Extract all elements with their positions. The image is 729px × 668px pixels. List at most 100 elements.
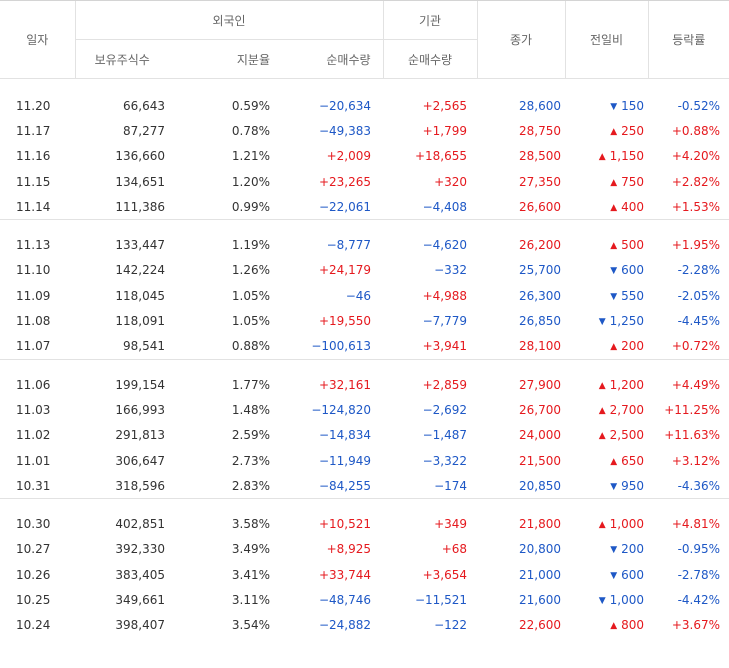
change-value: 500 [621,238,645,253]
cell-holdings: 291,813 [115,428,165,443]
cell-rate: +11.25% [664,402,721,417]
cell-rate: +4.20% [671,149,721,164]
cell-foreign: −48,746 [318,592,372,607]
header-close: 종가 [476,0,566,79]
cell-inst: +2,565 [422,98,468,113]
triangle-down-icon: ▼ [598,595,606,606]
cell-rate: -2.05% [677,288,721,303]
table-row: 11.02 291,813 2.59% −14,834 −1,487 24,000 ▲ 2,5… [0,423,729,448]
cell-close: 21,000 [519,567,562,582]
cell-holdings: 111,386 [115,199,165,214]
cell-close: 26,200 [519,238,562,253]
cell-change: ▲ 2,700 [565,397,648,422]
cell-close: 27,900 [519,377,562,392]
table-row: 11.10 142,224 1.26% +24,179 −332 25,700 ▼ 600 -2… [0,258,729,283]
cell-rate: -4.45% [677,314,721,329]
cell-change: ▲ 200 [565,334,648,360]
triangle-up-icon: ▲ [610,202,618,213]
cell-inst: −2,692 [422,402,468,417]
cell-holdings: 349,661 [115,592,165,607]
table-row: 11.14 111,386 0.99% −22,061 −4,408 26,600 ▲ 400… [0,194,729,220]
cell-share: 2.83% [231,478,270,493]
cell-share: 3.58% [231,517,270,532]
cell-close: 21,800 [519,517,562,532]
cell-rate: -4.42% [677,592,721,607]
triangle-down-icon: ▼ [610,101,618,112]
cell-holdings: 166,993 [115,402,165,417]
cell-change: ▲ 1,000 [565,511,648,536]
cell-rate: +3.67% [671,618,721,633]
table-row: 11.07 98,541 0.88% −100,613 +3,941 28,100 ▲ 200… [0,334,729,360]
cell-change: ▼ 550 [565,283,648,308]
cell-rate: +0.72% [671,339,721,354]
cell-rate: +0.88% [671,123,721,138]
cell-inst: +320 [434,174,468,189]
cell-holdings: 118,045 [115,288,165,303]
cell-date: 11.02 [16,428,51,443]
cell-change: ▼ 600 [565,562,648,587]
cell-inst: +1,799 [422,123,468,138]
cell-inst: +2,859 [422,377,468,392]
cell-change: ▲ 650 [565,448,648,473]
cell-holdings: 136,660 [115,149,165,164]
cell-change: ▼ 1,250 [565,308,648,333]
triangle-down-icon: ▼ [610,266,618,277]
cell-foreign: +32,161 [318,377,372,392]
cell-foreign: +8,925 [326,542,372,557]
cell-rate: +11.63% [664,428,721,443]
cell-date: 10.25 [16,592,51,607]
cell-close: 25,700 [519,263,562,278]
header-holdings: 보유주식수 [74,39,169,79]
cell-rate: -0.95% [677,542,721,557]
change-value: 250 [621,123,645,138]
cell-close: 26,700 [519,402,562,417]
cell-change: ▲ 750 [565,169,648,194]
table-body: 11.20 66,643 0.59% −20,634 +2,565 28,600 ▼ 150-… [0,79,729,638]
cell-close: 26,600 [519,199,562,214]
triangle-up-icon: ▲ [598,431,606,442]
cell-inst: −11,521 [414,592,468,607]
triangle-up-icon: ▲ [610,241,618,252]
cell-share: 1.05% [231,288,270,303]
cell-date: 11.14 [16,199,51,214]
cell-share: 1.05% [231,314,270,329]
cell-holdings: 402,851 [115,517,165,532]
triangle-up-icon: ▲ [610,621,618,632]
cell-rate: +4.81% [671,517,721,532]
cell-rate: -0.52% [677,98,721,113]
change-value: 1,000 [609,592,645,607]
cell-date: 11.01 [16,453,51,468]
triangle-up-icon: ▲ [598,380,606,391]
cell-close: 26,300 [519,288,562,303]
triangle-down-icon: ▼ [610,481,618,492]
table-row: 11.08 118,091 1.05% +19,550 −7,779 26,850 ▼ 1,2… [0,308,729,333]
cell-rate: +1.95% [671,238,721,253]
cell-share: 0.99% [231,199,270,214]
table-row: 10.31 318,596 2.83% −84,255 −174 20,850 ▼ 950 -4… [0,473,729,499]
cell-close: 28,750 [519,123,562,138]
table-row: 11.03 166,993 1.48% −124,820 −2,692 26,700 ▲ 2,… [0,397,729,422]
cell-holdings: 398,407 [115,618,165,633]
cell-date: 11.03 [16,402,51,417]
cell-close: 22,600 [519,618,562,633]
cell-share: 3.49% [231,542,270,557]
cell-foreign: +33,744 [318,567,372,582]
cell-change: ▲ 2,500 [565,423,648,448]
cell-close: 28,600 [519,98,562,113]
cell-rate: -2.28% [677,263,721,278]
cell-inst: +3,941 [422,339,468,354]
cell-inst: +349 [434,517,468,532]
change-value: 200 [621,339,645,354]
cell-change: ▲ 1,200 [565,372,648,397]
change-value: 150 [621,98,645,113]
cell-holdings: 66,643 [123,98,165,113]
cell-change: ▲ 800 [565,613,648,638]
cell-holdings: 383,405 [115,567,165,582]
table-row: 11.20 66,643 0.59% −20,634 +2,565 28,600 ▼ 150-… [0,93,729,118]
triangle-down-icon: ▼ [610,570,618,581]
cell-inst: −122 [434,618,468,633]
triangle-up-icon: ▲ [610,456,618,467]
cell-holdings: 318,596 [115,478,165,493]
cell-foreign: −8,777 [326,238,372,253]
cell-holdings: 142,224 [115,263,165,278]
